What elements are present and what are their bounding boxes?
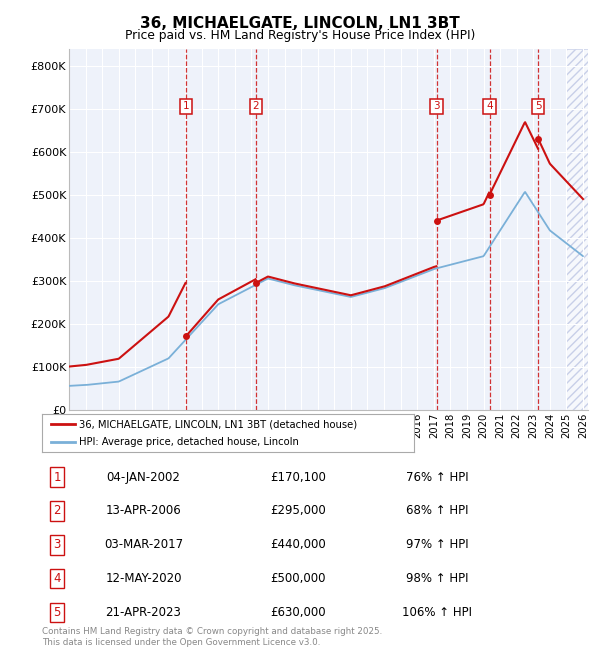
- Text: 2: 2: [53, 504, 61, 517]
- Text: £630,000: £630,000: [271, 606, 326, 619]
- Text: 21-APR-2023: 21-APR-2023: [106, 606, 181, 619]
- Text: Price paid vs. HM Land Registry's House Price Index (HPI): Price paid vs. HM Land Registry's House …: [125, 29, 475, 42]
- Text: 03-MAR-2017: 03-MAR-2017: [104, 538, 183, 551]
- Text: Contains HM Land Registry data © Crown copyright and database right 2025.
This d: Contains HM Land Registry data © Crown c…: [42, 627, 382, 647]
- Text: 76% ↑ HPI: 76% ↑ HPI: [406, 471, 469, 484]
- Text: 5: 5: [53, 606, 61, 619]
- Text: 04-JAN-2002: 04-JAN-2002: [107, 471, 181, 484]
- Text: 4: 4: [486, 101, 493, 111]
- Text: 36, MICHAELGATE, LINCOLN, LN1 3BT: 36, MICHAELGATE, LINCOLN, LN1 3BT: [140, 16, 460, 31]
- Text: 3: 3: [53, 538, 61, 551]
- Text: 1: 1: [53, 471, 61, 484]
- Text: £170,100: £170,100: [271, 471, 326, 484]
- Text: 36, MICHAELGATE, LINCOLN, LN1 3BT (detached house): 36, MICHAELGATE, LINCOLN, LN1 3BT (detac…: [79, 419, 358, 429]
- Text: £500,000: £500,000: [271, 572, 326, 585]
- Bar: [566, 49, 592, 410]
- Text: 98% ↑ HPI: 98% ↑ HPI: [406, 572, 469, 585]
- Text: 106% ↑ HPI: 106% ↑ HPI: [402, 606, 472, 619]
- Text: 12-MAY-2020: 12-MAY-2020: [105, 572, 182, 585]
- Text: 3: 3: [433, 101, 440, 111]
- Text: 4: 4: [53, 572, 61, 585]
- Text: 2: 2: [253, 101, 259, 111]
- Text: £295,000: £295,000: [271, 504, 326, 517]
- Text: 13-APR-2006: 13-APR-2006: [106, 504, 181, 517]
- Text: £440,000: £440,000: [271, 538, 326, 551]
- Text: 97% ↑ HPI: 97% ↑ HPI: [406, 538, 469, 551]
- Text: 5: 5: [535, 101, 542, 111]
- Text: HPI: Average price, detached house, Lincoln: HPI: Average price, detached house, Linc…: [79, 437, 299, 447]
- Bar: [566, 49, 592, 410]
- Text: 1: 1: [182, 101, 189, 111]
- Text: 68% ↑ HPI: 68% ↑ HPI: [406, 504, 469, 517]
